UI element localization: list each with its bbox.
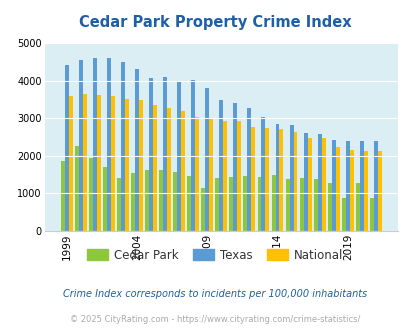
- Bar: [293, 132, 297, 231]
- Bar: [247, 108, 251, 231]
- Bar: [173, 172, 177, 231]
- Bar: [317, 134, 321, 231]
- Bar: [285, 179, 289, 231]
- Bar: [299, 178, 303, 231]
- Bar: [251, 127, 255, 231]
- Bar: [289, 124, 293, 231]
- Bar: [331, 140, 335, 231]
- Bar: [363, 151, 367, 231]
- Bar: [121, 62, 124, 231]
- Bar: [134, 69, 139, 231]
- Bar: [359, 141, 363, 231]
- Bar: [279, 129, 283, 231]
- Bar: [229, 177, 233, 231]
- Bar: [219, 100, 223, 231]
- Bar: [209, 119, 213, 231]
- Bar: [131, 174, 134, 231]
- Bar: [124, 99, 128, 231]
- Bar: [373, 141, 377, 231]
- Bar: [117, 178, 121, 231]
- Bar: [159, 170, 163, 231]
- Bar: [111, 96, 115, 231]
- Bar: [75, 147, 79, 231]
- Bar: [369, 198, 373, 231]
- Bar: [145, 170, 149, 231]
- Bar: [177, 81, 181, 231]
- Bar: [166, 108, 171, 231]
- Bar: [303, 133, 307, 231]
- Bar: [321, 139, 325, 231]
- Bar: [79, 60, 83, 231]
- Bar: [341, 198, 345, 231]
- Text: Cedar Park Property Crime Index: Cedar Park Property Crime Index: [79, 15, 351, 30]
- Text: © 2025 CityRating.com - https://www.cityrating.com/crime-statistics/: © 2025 CityRating.com - https://www.city…: [70, 315, 360, 324]
- Bar: [275, 124, 279, 231]
- Bar: [107, 58, 111, 231]
- Bar: [345, 141, 349, 231]
- Bar: [92, 58, 96, 231]
- Bar: [355, 183, 359, 231]
- Bar: [243, 176, 247, 231]
- Bar: [153, 105, 156, 231]
- Bar: [335, 147, 339, 231]
- Bar: [215, 178, 219, 231]
- Bar: [83, 94, 86, 231]
- Bar: [237, 121, 241, 231]
- Bar: [271, 175, 275, 231]
- Bar: [139, 100, 143, 231]
- Bar: [187, 176, 191, 231]
- Bar: [181, 111, 185, 231]
- Bar: [102, 167, 107, 231]
- Bar: [265, 128, 269, 231]
- Bar: [61, 161, 64, 231]
- Bar: [223, 121, 227, 231]
- Text: Crime Index corresponds to incidents per 100,000 inhabitants: Crime Index corresponds to incidents per…: [63, 289, 367, 299]
- Bar: [195, 117, 198, 231]
- Bar: [313, 179, 317, 231]
- Bar: [349, 150, 353, 231]
- Bar: [233, 103, 237, 231]
- Bar: [257, 177, 261, 231]
- Bar: [201, 188, 205, 231]
- Bar: [205, 88, 209, 231]
- Bar: [64, 65, 68, 231]
- Bar: [96, 95, 100, 231]
- Bar: [89, 158, 92, 231]
- Bar: [149, 78, 153, 231]
- Bar: [163, 77, 166, 231]
- Bar: [307, 138, 311, 231]
- Bar: [261, 116, 265, 231]
- Bar: [191, 80, 195, 231]
- Legend: Cedar Park, Texas, National: Cedar Park, Texas, National: [82, 244, 347, 266]
- Bar: [377, 151, 381, 231]
- Bar: [68, 96, 72, 231]
- Bar: [327, 183, 331, 231]
